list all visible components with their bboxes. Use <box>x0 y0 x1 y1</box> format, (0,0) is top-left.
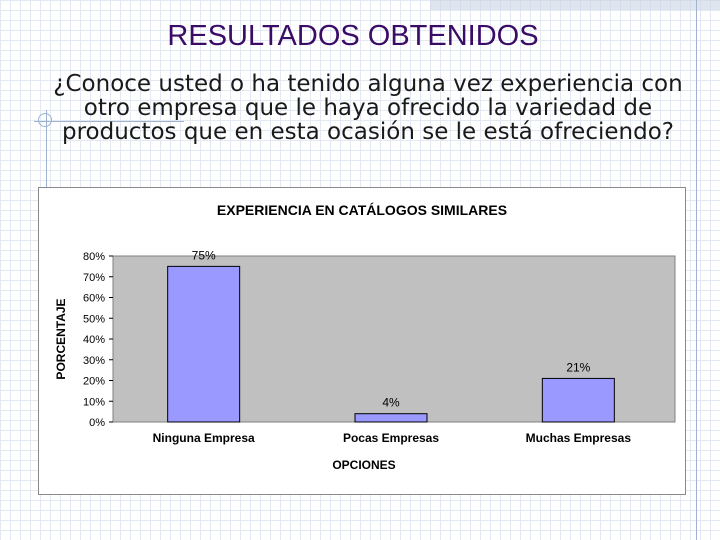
decorative-horizontal-line <box>34 121 184 122</box>
y-tick-label: 40% <box>83 334 105 346</box>
x-category-label: Pocas Empresas <box>343 431 439 445</box>
bars: 75% 4% 21% <box>167 248 615 423</box>
y-tick-label: 70% <box>83 272 105 284</box>
y-axis-label: PORCENTAJE <box>54 298 68 379</box>
survey-question: ¿Conoce usted o ha tenido alguna vez exp… <box>53 71 683 145</box>
bar-data-label: 21% <box>566 360 590 374</box>
bar-data-label: 4% <box>382 396 400 410</box>
y-tick-label: 20% <box>83 376 105 388</box>
y-tick-label: 10% <box>83 396 105 408</box>
y-tick-label: 30% <box>83 355 105 367</box>
x-axis-label: OPCIONES <box>332 458 395 472</box>
x-axis-categories: Ninguna Empresa Pocas Empresas Muchas Empr… <box>153 431 632 445</box>
y-tick-label: 50% <box>83 313 105 325</box>
x-category-label: Muchas Empresas <box>526 431 632 445</box>
right-decorative-line <box>696 0 697 540</box>
bar-chart: EXPERIENCIA EN CATÁLOGOS SIMILARES 0% 10%… <box>54 202 676 472</box>
bar <box>354 413 428 423</box>
x-category-label: Ninguna Empresa <box>153 431 255 445</box>
bar <box>541 377 615 423</box>
bar-data-label: 75% <box>192 248 216 262</box>
y-axis-ticks: 0% 10% 20% 30% 40% 50% 60% 70% 80% <box>83 251 113 429</box>
y-tick-label: 80% <box>83 251 105 263</box>
chart-area: EXPERIENCIA EN CATÁLOGOS SIMILARES 0% 10%… <box>38 187 686 495</box>
slide-title: RESULTADOS OBTENIDOS <box>167 20 539 52</box>
y-tick-label: 60% <box>83 293 105 305</box>
top-decorative-band <box>430 0 720 10</box>
chart-title: EXPERIENCIA EN CATÁLOGOS SIMILARES <box>217 202 507 218</box>
y-tick-label: 0% <box>89 417 105 429</box>
decorative-circle <box>38 113 52 127</box>
bar <box>167 265 241 423</box>
